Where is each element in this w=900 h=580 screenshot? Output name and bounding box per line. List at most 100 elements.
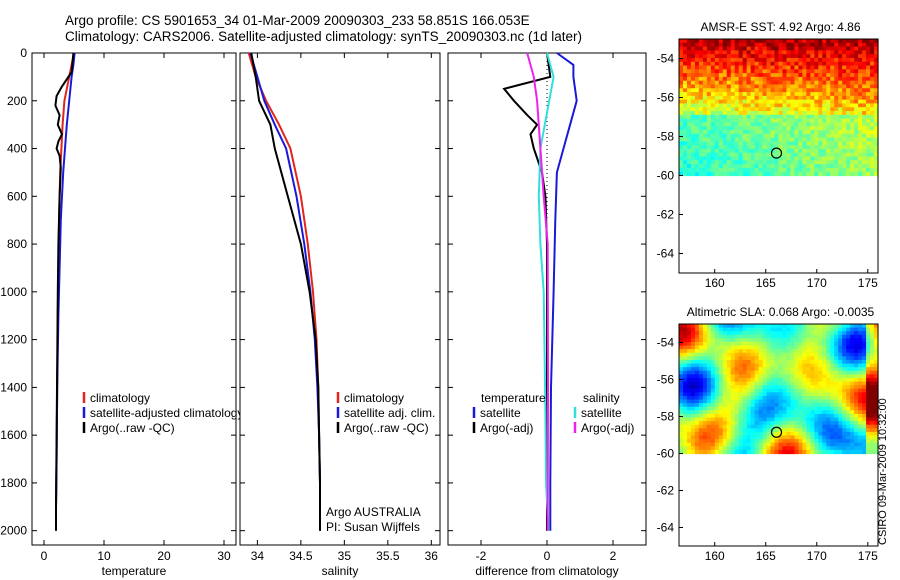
sla-map-cell [746,439,752,444]
sst-map-cell [862,88,867,93]
sst-map-cell [834,111,839,116]
sst-map-cell [750,42,756,48]
sst-map-cell [734,114,740,120]
sla-map-cell [750,439,756,444]
sla-map-cell [794,370,799,375]
sla-map-cell [710,424,716,429]
sst-map-cell [822,76,827,82]
sst-map-cell [870,171,875,177]
sla-map-cell [698,338,704,343]
sst-map-cell [746,152,752,158]
sst-map-cell [830,57,835,63]
sla-map-cell [730,341,736,347]
sla-map-cell [846,449,851,455]
sla-map-cell [826,392,831,397]
sst-map-cell [858,118,863,124]
sla-map-cell [710,446,716,451]
sla-map-cell [794,349,799,354]
sst-map-cell [810,92,815,97]
sst-map-cell [690,126,696,131]
sla-map-cell [682,341,688,347]
sst-map-cell [790,50,796,55]
sst-map-cell [698,46,704,51]
sla-map-cell [694,428,700,433]
sst-map-cell [706,114,712,120]
sla-map-cell [766,334,772,339]
sla-map-cell [794,381,799,386]
sst-map-cell [818,145,823,150]
sst-map-cell [750,126,756,131]
sst-map-cell [738,107,744,112]
sst-map-cell [806,111,811,116]
sst-map-cell [826,73,831,78]
sla-map-cell [786,352,792,357]
sla-map-cell [718,428,724,433]
sst-map-cell [746,122,752,127]
sst-map-cell [682,126,688,131]
sst-map-cell [806,54,811,59]
sst-map-cell [802,122,807,127]
sla-map-cell [679,327,684,332]
sst-map-cell [758,39,764,44]
sla-map-cell [710,345,716,350]
sst-map-cell [862,122,867,127]
sst-map-cell [770,164,776,169]
sla-map-cell [814,406,819,411]
sla-map-cell [742,439,748,444]
sla-map-cell [750,399,756,404]
sst-map-cell [702,50,708,55]
sst-map-cell [858,88,863,93]
sla-map-cell [822,367,827,372]
sla-map-cell [826,349,831,354]
sla-map-cell [814,442,819,447]
sst-map-cell [874,61,879,67]
sst-map-cell [730,92,736,97]
sst-map-cell [726,42,732,48]
sst-map-cell [686,54,692,59]
sst-map-cell [794,126,799,131]
sla-map-cell [698,449,704,455]
sla-map-cell [802,367,807,372]
sla-map-cell [782,413,788,419]
sla-map-cell [758,439,764,444]
sla-map-cell [774,327,780,332]
sst-map-cell [702,111,708,116]
sla-map-cell [874,431,879,437]
sla-map-cell [818,392,823,397]
sst-map-cell [698,171,704,177]
sla-map-cell [838,377,843,383]
sla-map-cell [742,421,748,426]
sst-map-cell [778,107,784,112]
sla-map-ytick-label: -56 [657,373,675,387]
sst-map-cell [838,107,843,112]
sla-map-cell [818,435,823,440]
sla-map-cell [774,349,780,354]
sst-map-cell [806,118,811,124]
sla-map-cell [694,352,700,357]
sla-map-cell [706,367,712,372]
sla-map-cell [722,345,728,350]
sla-map-cell [838,324,843,329]
sst-map-cell [798,114,803,120]
difference-xtick-label: -2 [476,549,487,563]
sla-map-cell [834,338,839,343]
sst-map-cell [746,130,752,135]
sla-map-cell [698,446,704,451]
sla-map-cell [690,442,696,447]
sst-map-cell [682,107,688,112]
sst-map-cell [814,141,819,146]
sla-map-cell [814,435,819,440]
sla-map-cell [690,392,696,397]
sla-map-cell [714,424,720,429]
sst-map-cell [690,152,696,158]
sst-map-cell [762,92,768,97]
sst-map-cell [730,95,736,101]
sla-map-cell [762,435,768,440]
sla-map-cell [854,338,859,343]
sla-map-cell [814,359,819,365]
sst-map-cell [746,126,752,131]
sla-map-cell [802,410,807,415]
sst-map-cell [730,76,736,82]
sst-map-cell [722,167,728,173]
sst-map-cell [738,122,744,127]
